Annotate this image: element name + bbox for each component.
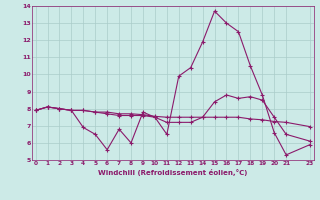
X-axis label: Windchill (Refroidissement éolien,°C): Windchill (Refroidissement éolien,°C) [98,169,247,176]
